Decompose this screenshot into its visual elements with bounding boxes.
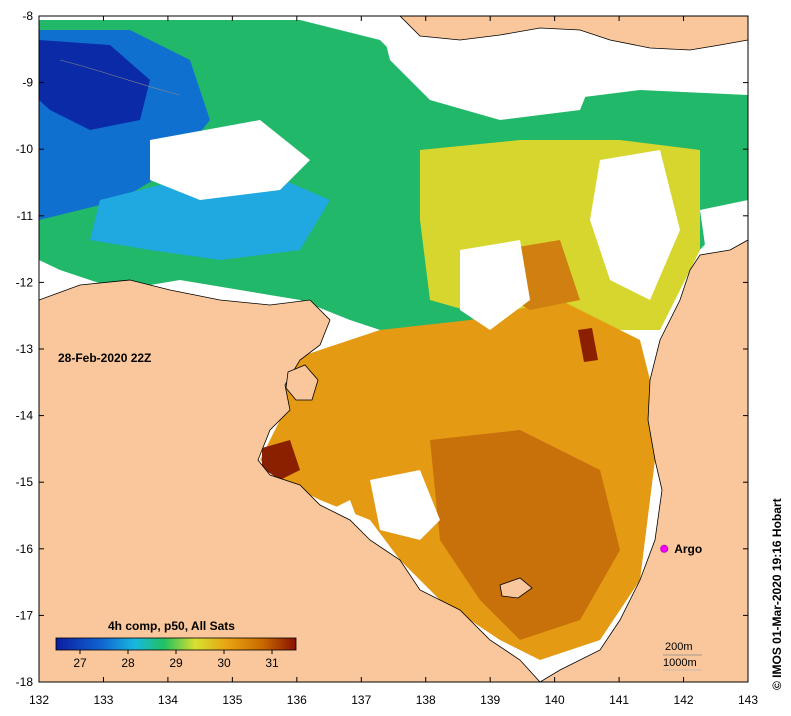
y-axis: -8 -9 -10 -11 -12 -13 -14 -15 -16 -17 -18 [16, 9, 748, 689]
depth-contour-line [59, 59, 181, 96]
x-tick-label: 133 [93, 693, 113, 707]
x-tick-label: 136 [287, 693, 307, 707]
sst-hottest-spot-west [262, 440, 300, 480]
cloud-patch-northwest [150, 120, 310, 200]
y-tick-label: -8 [22, 9, 33, 23]
x-tick-label: 137 [351, 693, 371, 707]
x-tick-label: 134 [158, 693, 178, 707]
map-timestamp: 28-Feb-2020 22Z [58, 351, 151, 365]
y-tick-label: -9 [22, 76, 33, 90]
colorbar-title: 4h comp, p50, All Sats [108, 619, 235, 633]
y-tick-label: -15 [16, 475, 34, 489]
cloud-patch-east [590, 150, 680, 300]
land-northern-territory [39, 279, 541, 682]
depth-contour-200m: 200m [665, 641, 693, 653]
argo-label: Argo [674, 542, 702, 556]
sst-cyan-region [90, 170, 330, 260]
y-tick-label: -11 [17, 209, 34, 223]
x-tick-label: 139 [480, 693, 500, 707]
cloud-patch-central [460, 240, 530, 330]
colorbar-ticks: 27 28 29 30 31 [73, 650, 279, 670]
colorbar-tick-label: 31 [265, 656, 279, 670]
colorbar-tick-label: 27 [73, 656, 87, 670]
y-tick-label: -17 [16, 608, 34, 622]
y-tick-label: -16 [16, 542, 34, 556]
y-tick-label: -18 [16, 675, 34, 689]
argo-float-marker[interactable] [660, 544, 669, 553]
colorbar-tick-label: 28 [121, 656, 135, 670]
sst-hotter-region [430, 430, 620, 640]
land-new-guinea [399, 16, 748, 51]
x-tick-label: 135 [222, 693, 242, 707]
y-tick-label: -10 [16, 142, 34, 156]
x-axis: 132 133 134 135 136 137 138 139 140 141 142 143 [29, 16, 758, 707]
colorbar [55, 637, 297, 651]
imos-credit: © IMOS 01-Mar-2020 19:16 Hobart [770, 498, 784, 690]
y-tick-label: -12 [16, 275, 34, 289]
x-tick-label: 142 [674, 693, 694, 707]
y-tick-label: -14 [16, 409, 34, 423]
sst-hottest-spot-east [578, 328, 598, 362]
x-tick-label: 138 [416, 693, 436, 707]
colorbar-tick-label: 30 [217, 656, 231, 670]
colorbar-tick-label: 29 [169, 656, 183, 670]
x-tick-label: 140 [545, 693, 565, 707]
depth-contour-1000m: 1000m [663, 657, 697, 669]
y-tick-label: -13 [16, 342, 34, 356]
cloud-patch-south [370, 470, 440, 540]
x-tick-label: 141 [609, 693, 629, 707]
x-tick-label: 132 [29, 693, 49, 707]
land-cape-york [539, 239, 748, 682]
land-mornington-island [499, 577, 533, 599]
land-groote-eylandt [285, 364, 319, 401]
x-tick-label: 143 [738, 693, 758, 707]
sst-coldest-region [39, 40, 150, 130]
cloud-patch-north [380, 20, 600, 120]
